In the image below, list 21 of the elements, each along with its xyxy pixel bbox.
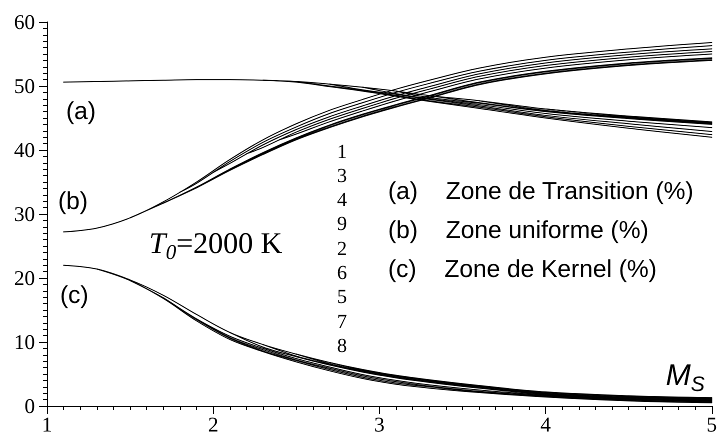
y-tick-label: 40	[14, 138, 35, 162]
y-tick-label: 10	[14, 330, 35, 354]
annotation: (b)	[58, 188, 88, 216]
annotation: (b) Zone uniforme (%)	[388, 217, 649, 245]
y-tick-label: 50	[14, 74, 35, 98]
y-tick-label: 20	[14, 266, 35, 290]
annotation: (c)	[60, 282, 89, 310]
y-tick-label: 0	[24, 394, 35, 418]
x-tick-label: 2	[208, 412, 218, 436]
x-tick-label: 4	[540, 412, 552, 436]
annotation: (c) Zone de Kernel (%)	[388, 256, 657, 284]
annotation: (a) Zone de Transition (%)	[388, 178, 694, 206]
x-axis-title: M$_{S}$	[666, 359, 705, 396]
annotation: T$_{0}$=2000 K	[149, 227, 282, 264]
text: 1 3 4 9 2 6 5 7 8	[337, 140, 347, 357]
y-tick-label: 30	[14, 202, 35, 226]
y-tick-label: 60	[14, 10, 35, 34]
x-tick-label: 1	[42, 412, 52, 436]
x-tick-label: 5	[706, 412, 717, 436]
annotation: (a)	[66, 98, 96, 126]
x-tick-label: 3	[374, 412, 385, 436]
